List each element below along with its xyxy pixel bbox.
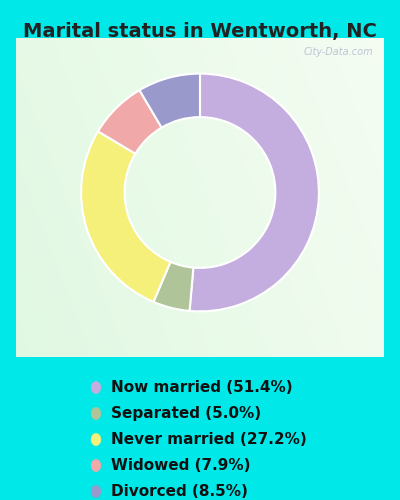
Wedge shape — [140, 74, 200, 128]
Wedge shape — [81, 132, 170, 302]
Wedge shape — [98, 90, 162, 154]
Wedge shape — [190, 74, 319, 312]
Text: Never married (27.2%): Never married (27.2%) — [111, 432, 306, 447]
Text: Divorced (8.5%): Divorced (8.5%) — [111, 484, 248, 499]
Text: City-Data.com: City-Data.com — [303, 47, 373, 57]
Text: Separated (5.0%): Separated (5.0%) — [111, 406, 261, 421]
Text: Marital status in Wentworth, NC: Marital status in Wentworth, NC — [23, 22, 377, 42]
Text: Now married (51.4%): Now married (51.4%) — [111, 380, 292, 395]
Wedge shape — [154, 262, 193, 311]
Text: Widowed (7.9%): Widowed (7.9%) — [111, 458, 250, 473]
